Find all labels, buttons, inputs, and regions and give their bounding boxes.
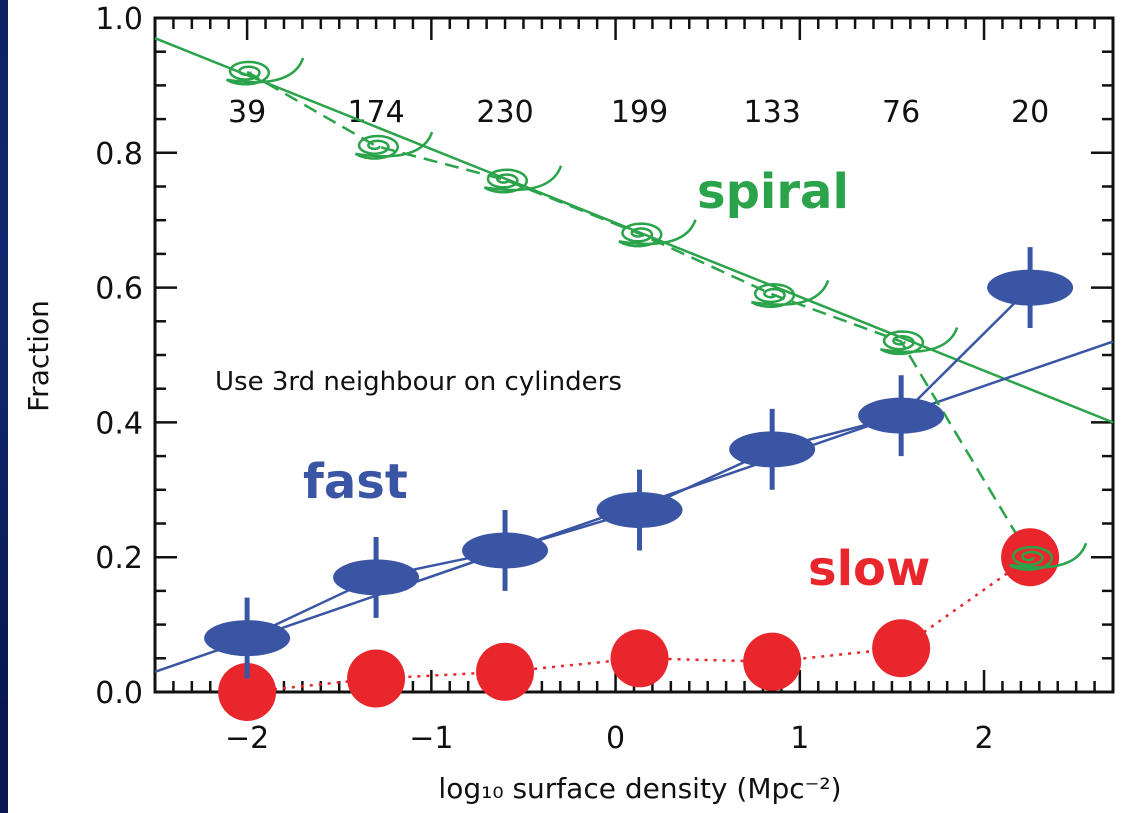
spiral-point bbox=[750, 279, 830, 308]
slow-point bbox=[476, 642, 535, 701]
x-tick-label: 2 bbox=[974, 721, 993, 756]
y-tick-label: 0.2 bbox=[95, 541, 143, 576]
spiral-point bbox=[618, 219, 697, 248]
bin-count-label: 76 bbox=[882, 95, 920, 130]
x-tick-label: 1 bbox=[790, 721, 809, 756]
y-tick-label: 0.4 bbox=[95, 406, 143, 441]
spiral-point bbox=[354, 131, 434, 160]
plot-area: 0.0 0.2 0.4 0.6 0.8 1.0 −2 −1 0 1 2 39 174 230 199 133 7… bbox=[95, 2, 1115, 756]
bin-count-label: 133 bbox=[744, 95, 801, 130]
y-axis-title: Fraction bbox=[22, 300, 55, 412]
spiral-point bbox=[483, 165, 563, 194]
series-label-slow: slow bbox=[808, 541, 930, 597]
bin-count-label: 199 bbox=[611, 95, 668, 130]
bin-count-label: 230 bbox=[476, 95, 533, 130]
slow-point bbox=[743, 632, 802, 691]
y-tick-label: 0.6 bbox=[95, 272, 143, 307]
x-axis-title: log₁₀ surface density (Mpc⁻²) bbox=[438, 772, 841, 805]
fast-point bbox=[333, 559, 420, 596]
bin-count-label: 39 bbox=[228, 95, 266, 130]
series-label-spiral: spiral bbox=[697, 164, 849, 220]
fast-point bbox=[858, 397, 945, 434]
y-tick-label: 0.0 bbox=[95, 676, 143, 711]
fast-point bbox=[596, 492, 683, 529]
slow-point bbox=[218, 663, 277, 721]
series-label-fast: fast bbox=[303, 454, 408, 510]
slow-point bbox=[872, 619, 931, 678]
spiral-connector bbox=[246, 70, 1032, 558]
slow-point bbox=[1001, 528, 1060, 587]
slow-point bbox=[610, 629, 669, 688]
fast-point bbox=[462, 532, 549, 569]
spiral-point bbox=[879, 327, 959, 356]
fast-point bbox=[204, 620, 291, 657]
slow-point bbox=[347, 649, 406, 708]
label-layer: spiral fast slow Use 3rd neighbour on cy… bbox=[22, 164, 930, 805]
y-tick-label: 0.8 bbox=[95, 137, 143, 172]
x-tick-label: −1 bbox=[409, 721, 453, 756]
x-tick-label: 0 bbox=[606, 721, 625, 756]
spiral-point bbox=[225, 57, 305, 86]
fast-point bbox=[729, 431, 816, 468]
spiral-point bbox=[1008, 542, 1088, 571]
bin-count-label: 174 bbox=[347, 95, 404, 130]
x-tick-label: −2 bbox=[225, 721, 269, 756]
annotation: Use 3rd neighbour on cylinders bbox=[215, 367, 622, 397]
bin-count-label: 20 bbox=[1011, 95, 1049, 130]
y-tick-label: 1.0 bbox=[95, 2, 143, 37]
fast-point bbox=[987, 269, 1074, 306]
